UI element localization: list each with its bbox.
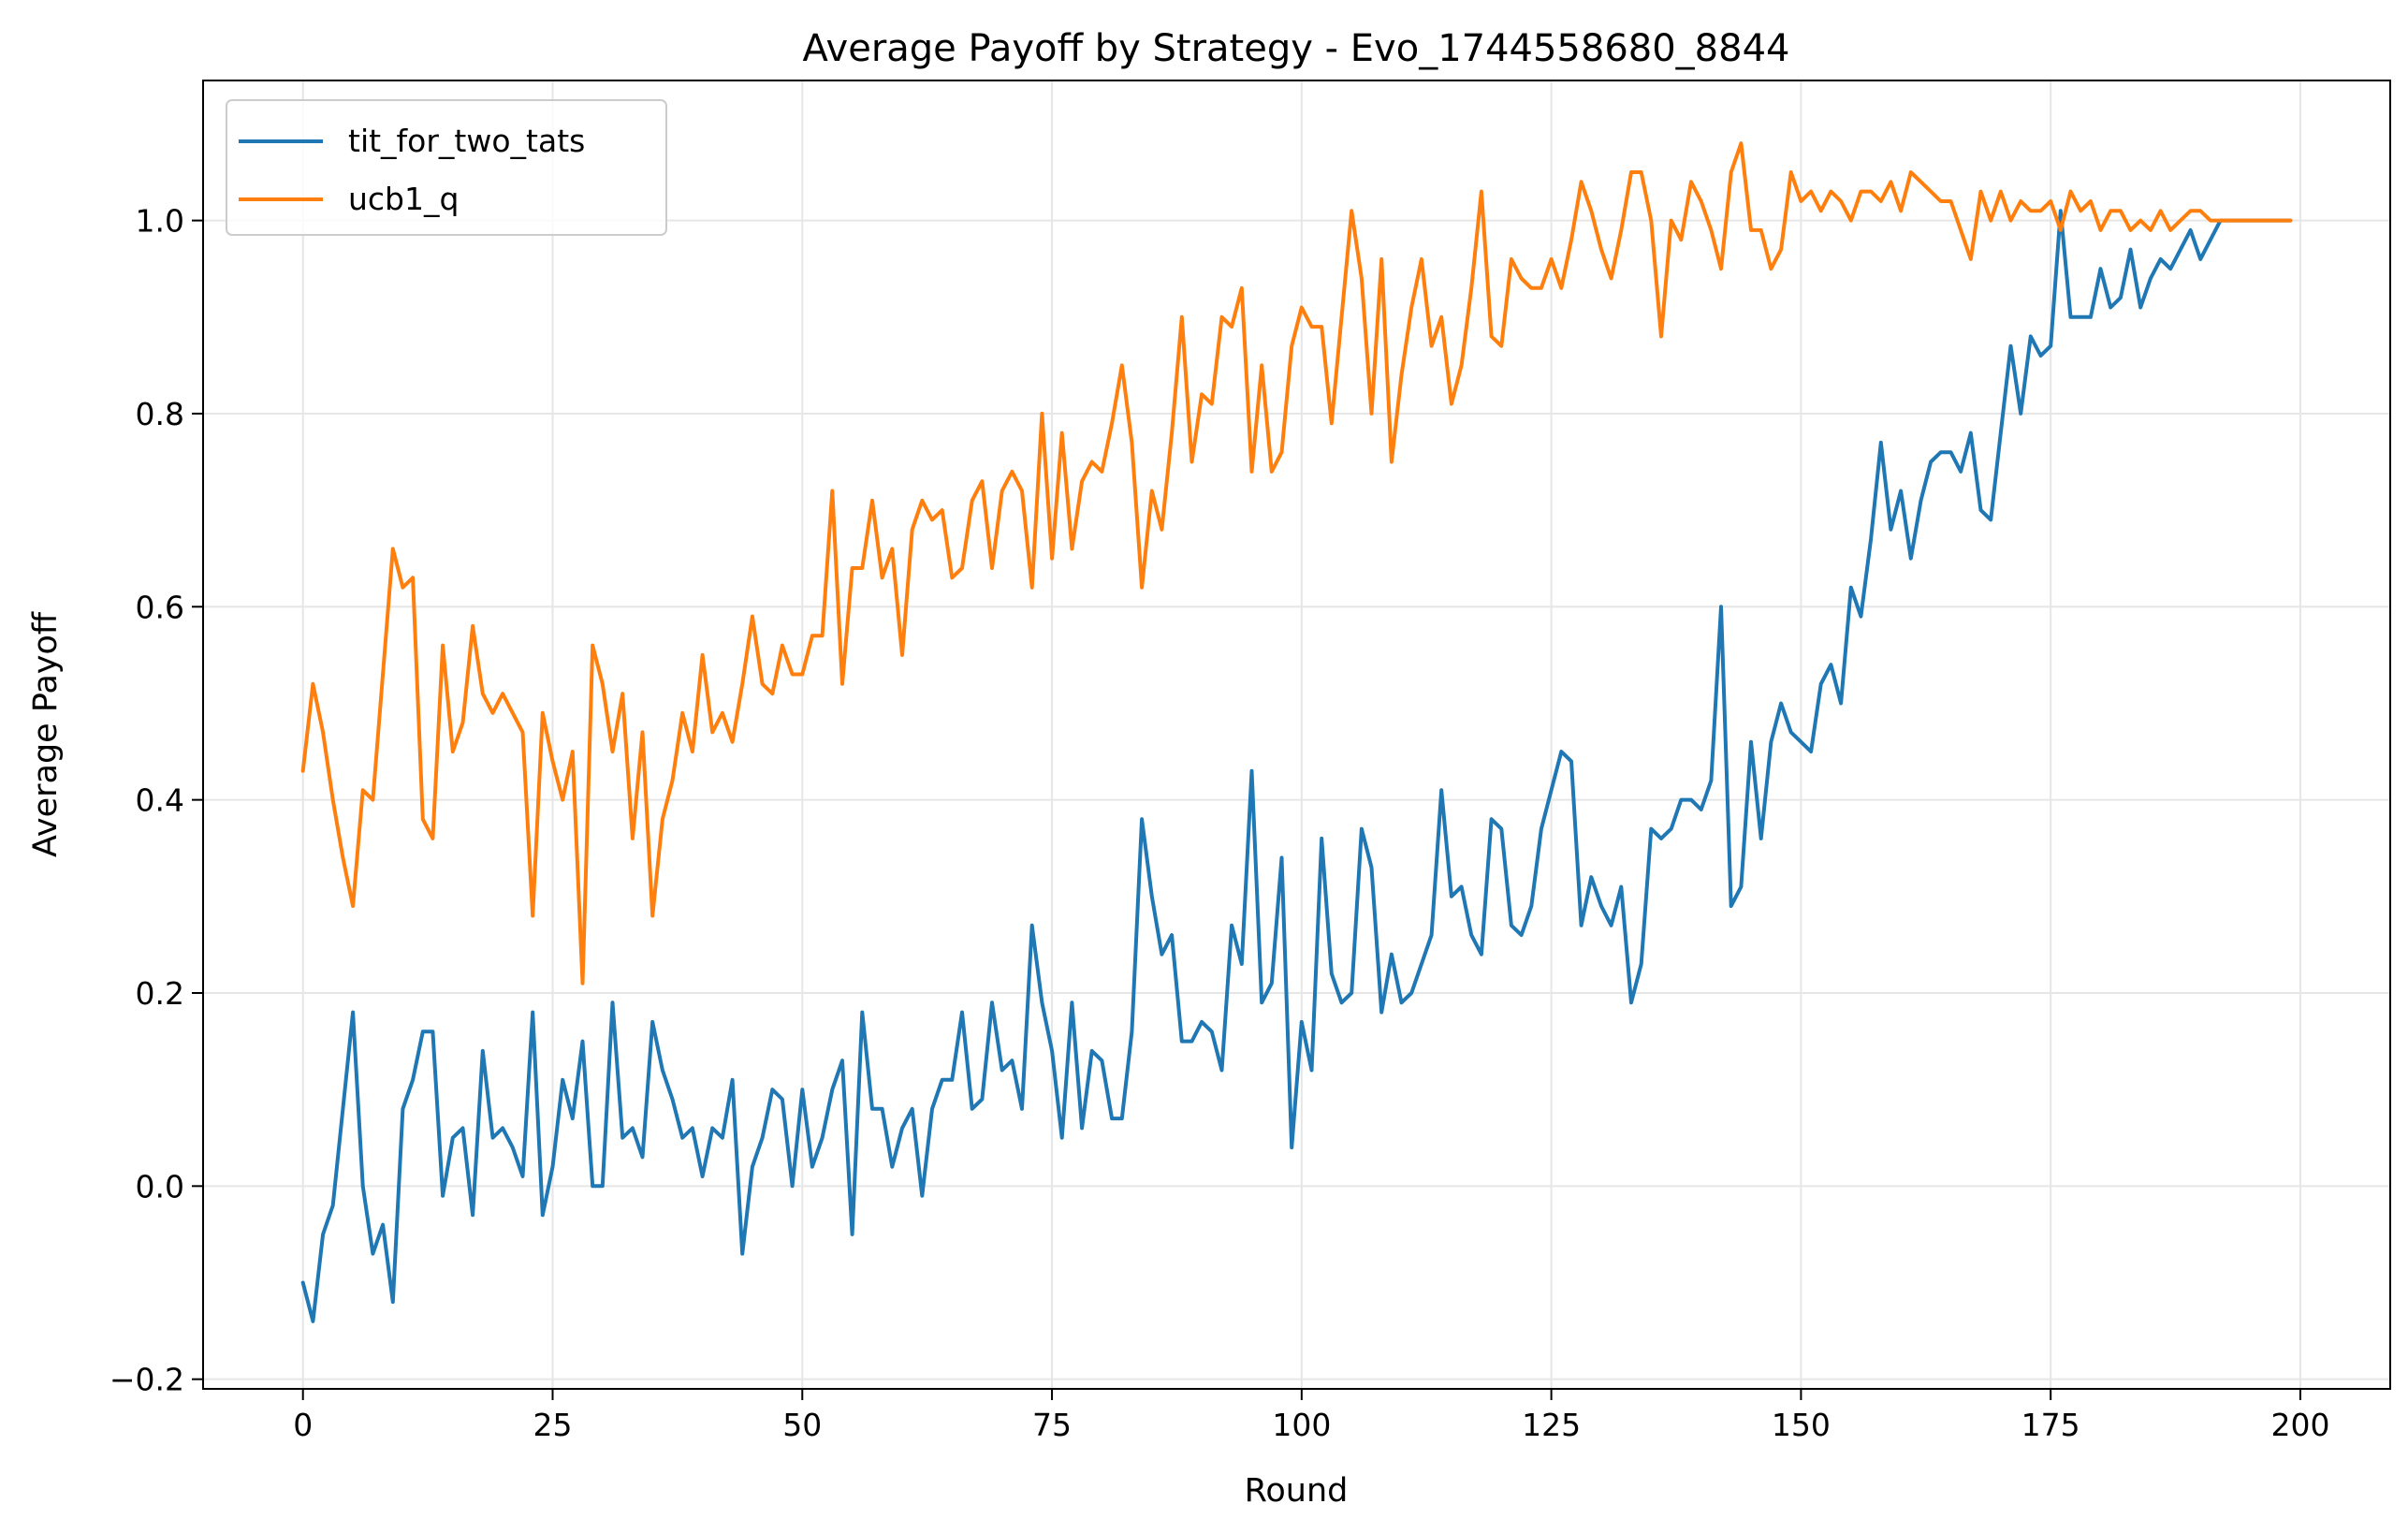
- grid: [203, 80, 2390, 1389]
- x-tick-label: 100: [1272, 1407, 1331, 1443]
- plot-frame: [202, 80, 2391, 1390]
- y-tick-label: 0.0: [136, 1168, 184, 1204]
- x-axis-ticks: 0 25 50 75 100 125 150 175 200: [293, 1389, 2329, 1443]
- x-axis-label: Round: [1245, 1472, 1349, 1510]
- legend: tit_for_two_tats ucb1_q: [226, 99, 667, 236]
- y-tick-label: 0.4: [136, 782, 184, 819]
- x-tick-label: 200: [2270, 1407, 2329, 1443]
- series-line-tit-for-two-tats: [300, 209, 2293, 1323]
- series-line-ucb1-q: [300, 141, 2293, 986]
- legend-frame: [226, 99, 667, 236]
- y-tick-label: −0.2: [109, 1362, 184, 1398]
- y-tick-label: 0.6: [136, 589, 184, 625]
- x-tick-label: 75: [1032, 1407, 1072, 1443]
- legend-label-tit-for-two-tats: tit_for_two_tats: [348, 123, 585, 159]
- x-tick-label: 25: [533, 1407, 572, 1443]
- legend-label-ucb1-q: ucb1_q: [348, 181, 459, 217]
- x-tick-label: 175: [2021, 1407, 2080, 1443]
- x-tick-label: 0: [293, 1407, 313, 1443]
- y-axis-label: Average Payoff: [27, 611, 65, 857]
- x-tick-label: 125: [1522, 1407, 1581, 1443]
- y-tick-label: 0.8: [136, 396, 184, 432]
- series-lines: [300, 141, 2293, 1323]
- y-tick-label: 1.0: [136, 203, 184, 240]
- y-axis-ticks: −0.2 0.0 0.2 0.4 0.6 0.8 1.0: [109, 203, 203, 1398]
- y-tick-label: 0.2: [136, 975, 184, 1012]
- chart-title: Average Payoff by Strategy - Evo_1744558…: [803, 27, 1790, 70]
- x-tick-label: 50: [782, 1407, 822, 1443]
- x-tick-label: 150: [1772, 1407, 1831, 1443]
